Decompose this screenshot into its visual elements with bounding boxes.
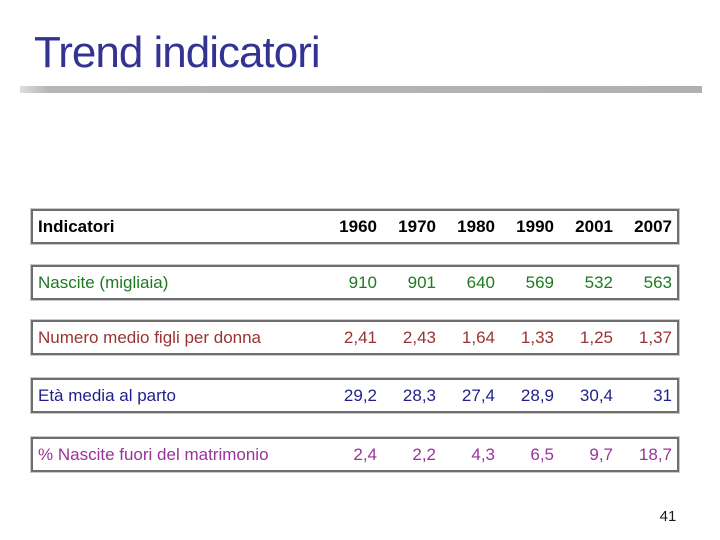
row-value: 2,4 [353,444,377,464]
row-value: 30,4 [579,385,613,405]
row-value: 28,9 [520,385,554,405]
row-value: 9,7 [589,444,613,464]
table-row: % Nascite fuori del matrimonio 2,4 2,2 4… [31,437,679,472]
row-value: 6,5 [530,444,554,464]
header-year: 1990 [516,216,554,236]
row-value: 2,43 [402,327,436,347]
table-header-row: Indicatori 1960 1970 1980 1990 2001 2007 [31,209,679,244]
page-number: 41 [659,508,677,525]
row-value: 532 [584,272,613,292]
title-underline-bar [20,86,702,93]
row-value: 28,3 [402,385,436,405]
row-value: 27,4 [461,385,495,405]
row-value: 18,7 [638,444,672,464]
header-year: 1960 [339,216,377,236]
row-value: 29,2 [343,385,377,405]
row-value: 4,3 [471,444,495,464]
row-value: 1,37 [638,327,672,347]
row-value: 31 [653,385,672,405]
table-row: Nascite (migliaia) 910 901 640 569 532 5… [31,265,679,300]
row-label: Nascite (migliaia) [38,272,169,292]
row-value: 563 [643,272,672,292]
header-year: 2001 [575,216,613,236]
table-row: Numero medio figli per donna 2,41 2,43 1… [31,320,679,355]
row-label: Età media al parto [38,385,176,405]
row-value: 2,2 [412,444,436,464]
header-year: 1970 [398,216,436,236]
slide-title: Trend indicatori [34,28,321,77]
row-value: 569 [525,272,554,292]
table-row: Età media al parto 29,2 28,3 27,4 28,9 3… [31,378,679,413]
row-label: Numero medio figli per donna [38,327,262,347]
header-label: Indicatori [38,216,115,236]
row-value: 910 [348,272,377,292]
row-value: 1,25 [579,327,613,347]
row-label: % Nascite fuori del matrimonio [38,444,269,464]
row-value: 1,33 [520,327,554,347]
row-value: 640 [466,272,495,292]
header-year: 2007 [634,216,672,236]
header-year: 1980 [457,216,495,236]
row-value: 2,41 [343,327,377,347]
row-value: 1,64 [461,327,495,347]
row-value: 901 [407,272,436,292]
